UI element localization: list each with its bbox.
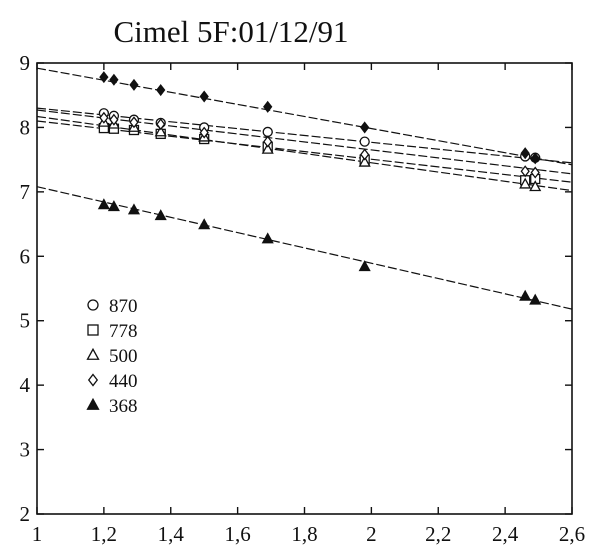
fit-line [36, 120, 573, 183]
fit-line [36, 67, 573, 166]
data-point [358, 260, 371, 272]
data-point [129, 116, 139, 129]
data-point [263, 100, 273, 113]
fit-line [36, 115, 573, 192]
y-tick-label: 8 [20, 115, 31, 139]
data-point [99, 111, 109, 124]
data-point [519, 177, 532, 189]
y-tick-label: 7 [20, 180, 31, 204]
x-tick-label: 1,8 [291, 522, 317, 546]
legend-label: 368 [109, 396, 138, 417]
data-point [261, 232, 274, 244]
y-tick-label: 2 [20, 502, 31, 526]
data-point [156, 118, 166, 131]
data-point [156, 84, 166, 97]
legend: 870 778 500 440 368 [86, 296, 138, 417]
fit-line [36, 109, 573, 175]
data-point [109, 73, 119, 86]
legend-marker [87, 299, 99, 311]
x-tick-label: 2,4 [492, 522, 519, 546]
x-tick-label: 1 [32, 522, 43, 546]
data-point [360, 121, 370, 134]
legend-label: 778 [109, 321, 138, 342]
y-tick-label: 6 [20, 244, 31, 268]
legend-marker [86, 397, 100, 410]
data-point [129, 78, 139, 91]
data-point [529, 293, 542, 305]
fit-line [36, 186, 573, 310]
data-point [360, 148, 370, 161]
data-point [198, 218, 211, 230]
data-point [520, 147, 530, 160]
data-points [97, 71, 542, 305]
y-tick-label: 4 [20, 373, 31, 397]
x-tick-label: 1,2 [91, 522, 117, 546]
data-point [519, 289, 532, 301]
x-tick-label: 2,6 [559, 522, 585, 546]
y-tick-label: 5 [20, 309, 31, 333]
data-point [99, 71, 109, 84]
data-point [358, 155, 371, 167]
data-point [97, 198, 110, 210]
data-point [520, 165, 530, 178]
data-point [261, 142, 274, 154]
data-point [107, 200, 120, 212]
data-point [530, 166, 540, 179]
fit-lines [36, 67, 573, 310]
x-tick-label: 1,6 [225, 522, 251, 546]
data-point [199, 90, 209, 103]
legend-marker [87, 324, 99, 336]
axis-ticks: 1 1,2 1,4 1,6 1,8 2 2,2 2,4 2,6 2 3 4 5 6 7 8 9 [20, 51, 586, 546]
data-point [199, 126, 209, 139]
data-point [263, 135, 273, 148]
data-point [154, 209, 167, 221]
fit-line [36, 107, 573, 164]
x-tick-label: 2 [366, 522, 377, 546]
data-point [359, 136, 370, 147]
data-point [529, 180, 542, 192]
data-point [127, 203, 141, 215]
x-tick-label: 1,4 [158, 522, 185, 546]
legend-marker [86, 347, 100, 360]
legend-label: 440 [109, 371, 138, 392]
data-point [262, 126, 273, 138]
legend-label: 500 [109, 346, 138, 367]
y-tick-label: 9 [20, 51, 31, 75]
legend-marker [87, 373, 99, 387]
legend-label: 870 [109, 296, 138, 317]
data-point [530, 152, 540, 165]
y-tick-label: 3 [20, 438, 31, 462]
data-point [109, 113, 119, 126]
data-point [154, 125, 167, 137]
chart-title: Cimel 5F:01/12/91 [113, 14, 348, 49]
x-tick-label: 2,2 [425, 522, 451, 546]
